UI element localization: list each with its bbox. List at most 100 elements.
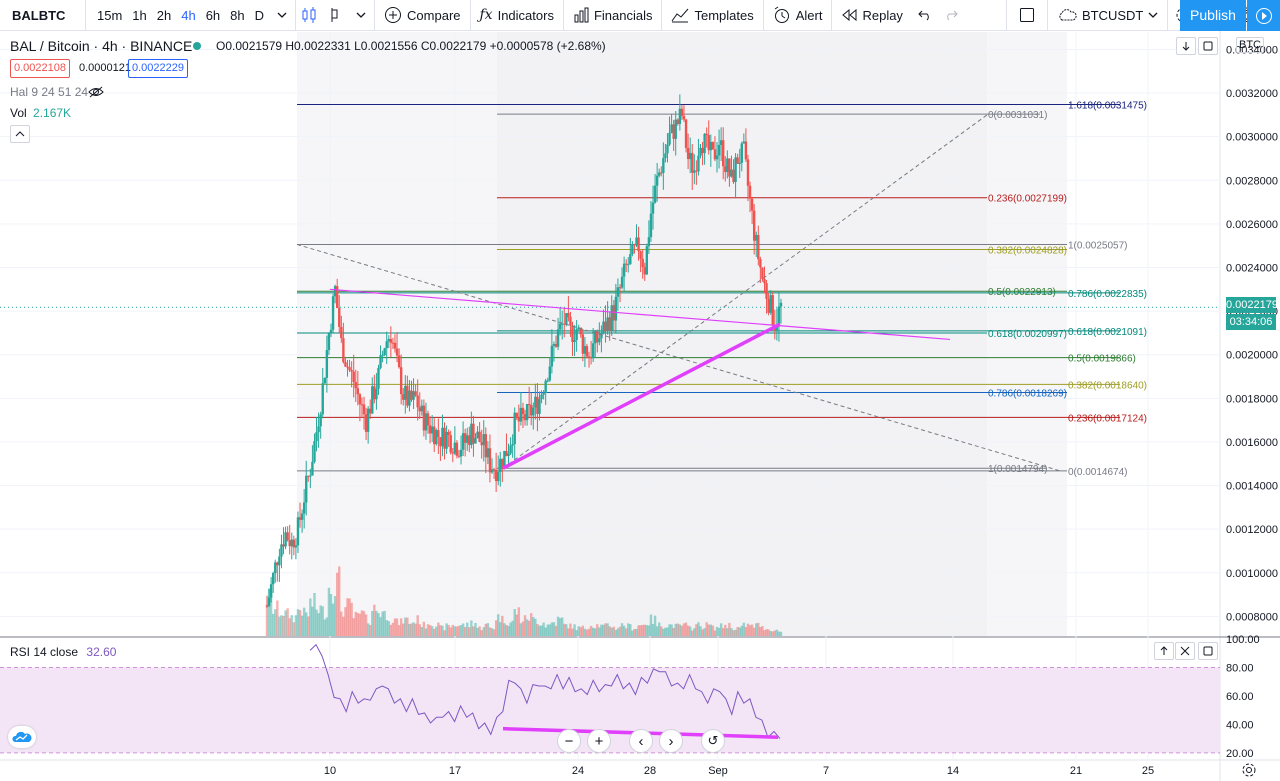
bid-price[interactable]: 0.0022108 [10,59,70,78]
reset-chart-button[interactable]: ↺ [701,729,725,753]
chart-style-chevron-icon[interactable] [348,0,374,31]
volume-bar [422,621,426,636]
volume-bar [573,624,576,636]
candle-body [740,143,743,163]
volume-bar [282,616,285,636]
volume-bar [744,627,748,636]
cloud-logo-icon [12,731,32,742]
candle-body [558,323,562,330]
rsi-close-button[interactable] [1175,642,1195,660]
volume-bar [538,625,541,636]
volume-bar [488,627,492,636]
rsi-move-up-button[interactable] [1154,642,1174,660]
scroll-down-button[interactable] [1176,37,1196,55]
symbol-search[interactable]: BALBTC [0,0,86,31]
candle-body [567,313,570,317]
volume-bar [315,609,318,636]
volume-bar [313,593,316,636]
volume-bar [466,622,469,636]
compare-button[interactable]: Compare [375,0,469,31]
volume-bar [274,609,277,636]
chart-settings-gear-icon[interactable] [1241,762,1257,781]
candle-body [777,306,781,325]
collapse-legend-button[interactable] [10,125,30,143]
volume-bar [447,624,450,636]
candle-body [527,403,531,405]
zoom-in-button[interactable]: + [587,729,611,753]
candle-body [282,544,285,547]
volume-bar [556,616,560,636]
volume-bar [515,614,518,636]
candle-body [581,334,585,354]
candle-body [430,426,434,434]
templates-button[interactable]: Templates [662,0,762,31]
interval-6h[interactable]: 6h [205,7,221,23]
replay-button[interactable]: Replay [832,0,911,31]
volume-bar [565,624,568,636]
candle-body [752,210,756,241]
interval-d[interactable]: D [254,7,265,23]
candle-body [544,380,547,393]
candle-body [344,362,347,367]
fib-level-label: 0.382(0.0018640) [1068,380,1147,391]
interval-8h[interactable]: 8h [230,7,245,23]
volume-bar [740,625,743,636]
candle-body [540,394,543,400]
tradingview-logo[interactable] [8,726,36,748]
candle-body [496,471,500,482]
candle-body [371,386,374,414]
redo-icon[interactable] [938,0,964,31]
compare-symbol-button[interactable]: BTCUSDT [1048,0,1167,31]
undo-icon[interactable] [912,0,938,31]
candle-body [577,327,580,330]
zoom-out-button[interactable]: − [557,729,581,753]
candle-body [757,235,760,260]
candle-body [573,339,576,343]
interval-15m[interactable]: 15m [97,7,123,23]
candle-body [653,185,657,203]
volume-bar [342,616,345,636]
interval-2h[interactable]: 2h [156,7,172,23]
volume-bar [765,629,768,636]
candle-body [298,517,302,520]
scroll-right-button[interactable]: › [659,729,683,753]
volume-bar [346,598,349,636]
interval-4h[interactable]: 4h [181,7,196,23]
chart-canvas[interactable]: 1.618(0.0031475) 0(0.0031031) 0.236(0.0027… [0,31,1280,781]
volume-bar [379,617,382,636]
candle-body [445,431,448,449]
play-circle-icon[interactable] [1247,0,1280,31]
interval-dropdown-chevron-icon[interactable] [269,0,295,31]
volume-bar [546,624,549,636]
volume-bar [459,625,463,636]
indicators-button[interactable]: ƒx Indicators [471,0,563,31]
candle-body [474,438,477,444]
scroll-left-button[interactable]: ‹ [629,729,653,753]
volume-bar [321,606,324,636]
ask-price[interactable]: 0.0022229 [128,59,188,78]
candle-body [575,329,578,340]
fib-level-label: 1.618(0.0031475) [1068,101,1147,112]
eye-hidden-icon[interactable] [88,86,104,101]
fib-level-label: 0.236(0.0017124) [1068,413,1147,424]
volume-bar [410,623,413,636]
candle-body [422,405,426,431]
publish-button[interactable]: Publish [1180,0,1246,31]
fullscreen-square-icon[interactable] [1007,0,1047,31]
volume-bar [496,614,500,636]
alert-button[interactable]: Alert [764,0,832,31]
maximize-pane-button[interactable] [1198,37,1218,55]
volume-bar [344,607,347,636]
candles-icon[interactable] [296,0,322,31]
bar-style-icon[interactable] [322,0,348,31]
volume-bar [680,625,684,636]
rsi-tick-label: 20.00 [1226,748,1254,760]
rsi-maximize-button[interactable] [1198,642,1218,660]
candle-body [680,108,684,116]
financials-button[interactable]: Financials [564,0,662,31]
interval-1h[interactable]: 1h [132,7,147,23]
candle-body [635,237,638,246]
volume-bar [608,626,611,636]
volume-bar [653,615,657,636]
candle-body [278,556,281,566]
